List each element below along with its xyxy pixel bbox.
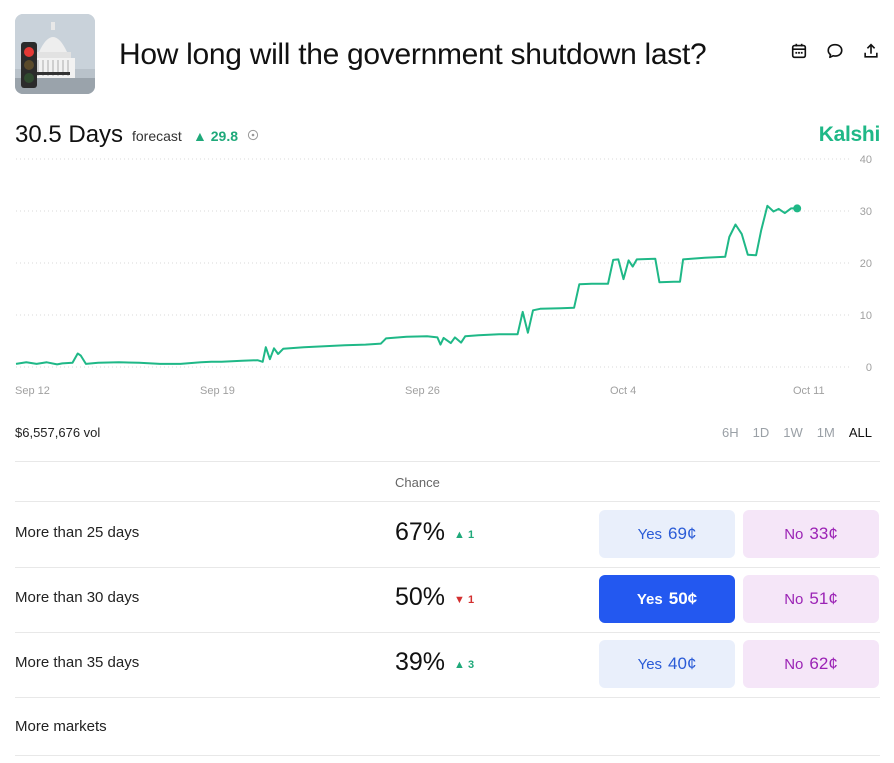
no-price: 51¢ [809, 589, 838, 608]
buy-yes-button[interactable]: Yes 69¢ [599, 510, 735, 558]
no-price: 62¢ [809, 654, 838, 673]
x-tick-label: Oct 11 [793, 385, 825, 397]
header-actions [790, 42, 880, 60]
capitol-traffic-light-illustration [15, 14, 95, 94]
chance-delta: ▲ 3 [454, 659, 475, 671]
y-tick-label: 40 [860, 154, 872, 166]
no-label: No [784, 590, 804, 608]
divider [15, 755, 880, 756]
market-label: More than 35 days [15, 654, 140, 671]
y-tick-label: 10 [860, 310, 872, 322]
divider [15, 461, 880, 462]
chance-delta: ▼ 1 [454, 594, 475, 606]
range-button-all[interactable]: ALL [848, 425, 872, 440]
yes-price: 69¢ [668, 524, 697, 543]
kalshi-logo: Kalshi [818, 123, 881, 146]
market-title: How long will the government shutdown la… [119, 38, 707, 71]
market-thumbnail-capitol-image [15, 14, 95, 94]
comment-icon[interactable] [826, 42, 844, 60]
info-icon[interactable] [247, 129, 259, 141]
buy-yes-button[interactable]: Yes 50¢ [599, 575, 735, 623]
range-button-1d[interactable]: 1D [752, 425, 770, 440]
divider [15, 697, 880, 698]
forecast-series-line [15, 204, 798, 366]
forecast-line-chart: 40 30 20 10 0 Sep 12 Sep 19 Sep 26 Oct 4 Oct 11 [15, 154, 872, 397]
yes-label: Yes [636, 590, 663, 608]
divider [15, 632, 880, 633]
yes-price: 40¢ [668, 654, 697, 673]
market-row[interactable]: More than 30 days 50% ▼ 1 Yes 50¢ No 51¢ [15, 567, 880, 631]
market-chance: 67% [395, 518, 446, 546]
yes-label: Yes [637, 655, 663, 673]
time-range-selector: 6H 1D 1W 1M ALL [722, 425, 872, 440]
forecast-delta: ▲ 29.8 [193, 128, 238, 144]
forecast-value: 30.5 Days [15, 121, 124, 148]
forecast-summary: 30.5 Days forecast ▲ 29.8 Kalshi [15, 121, 880, 151]
market-chance: 50% [395, 583, 446, 611]
market-header: How long will the government shutdown la… [15, 14, 880, 94]
y-tick-label: 0 [866, 362, 872, 374]
x-tick-label: Oct 4 [610, 385, 636, 397]
yes-price: 50¢ [668, 589, 698, 608]
buy-no-button[interactable]: No 51¢ [743, 575, 879, 623]
buy-no-button[interactable]: No 33¢ [743, 510, 879, 558]
range-button-1w[interactable]: 1W [783, 425, 803, 440]
volume-text: $6,557,676 vol [15, 425, 101, 440]
buy-yes-button[interactable]: Yes 40¢ [599, 640, 735, 688]
y-tick-label: 30 [860, 206, 872, 218]
market-label: More than 30 days [15, 589, 140, 606]
latest-point-marker [793, 204, 802, 213]
divider [15, 501, 880, 502]
more-markets-link[interactable]: More markets [15, 718, 107, 735]
x-tick-label: Sep 19 [200, 385, 235, 397]
chance-delta: ▲ 1 [454, 529, 475, 541]
market-row[interactable]: More than 25 days 67% ▲ 1 Yes 69¢ No 33¢ [15, 502, 880, 566]
no-price: 33¢ [809, 524, 838, 543]
range-button-1m[interactable]: 1M [816, 425, 835, 440]
no-label: No [784, 525, 804, 543]
chance-column-header: Chance [395, 475, 440, 490]
forecast-label: forecast [132, 128, 182, 144]
divider [15, 567, 880, 568]
yes-label: Yes [637, 525, 663, 543]
market-chance: 39% [395, 648, 446, 676]
calendar-icon[interactable] [790, 42, 808, 60]
range-button-6h[interactable]: 6H [722, 425, 739, 440]
share-icon[interactable] [862, 42, 880, 60]
market-label: More than 25 days [15, 524, 140, 541]
buy-no-button[interactable]: No 62¢ [743, 640, 879, 688]
market-row[interactable]: More than 35 days 39% ▲ 3 Yes 40¢ No 62¢ [15, 632, 880, 696]
y-tick-label: 20 [860, 258, 872, 270]
x-tick-label: Sep 26 [405, 385, 440, 397]
no-label: No [784, 655, 804, 673]
x-tick-label: Sep 12 [15, 385, 50, 397]
